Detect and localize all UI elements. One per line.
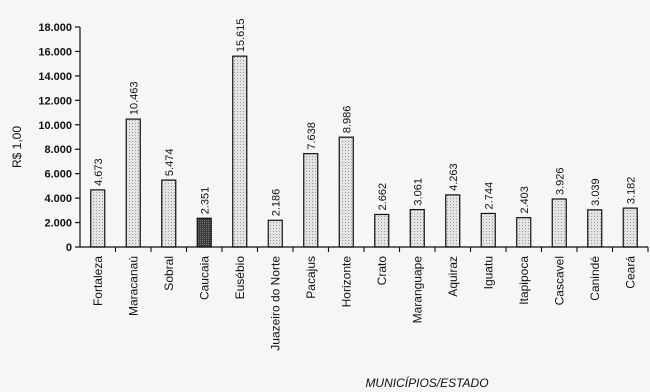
bar-crato (374, 213, 390, 248)
bar-pacajus (303, 153, 319, 248)
bar-value-label: 3.182 (625, 177, 637, 205)
bar-value-label: 5.474 (164, 149, 176, 177)
bar-value-label: 7.638 (306, 122, 318, 150)
bar-value-label: 3.926 (554, 167, 566, 195)
bar-fortaleza (90, 189, 106, 248)
category-label: Itapipoca (517, 256, 531, 305)
bar-value-label: 2.403 (519, 186, 531, 214)
category-label: Juazeiro do Norte (268, 256, 282, 351)
category-label: Caucaia (197, 256, 211, 300)
y-tick-label: 14.000 (38, 71, 72, 83)
bar-value-label: 8.986 (341, 106, 353, 134)
y-axis-ticks: 0 2.000 4.000 6.000 8.000 10.000 12.000 14.000 1… (38, 22, 80, 254)
category-label: Sobral (162, 256, 176, 291)
bar-canind- (587, 209, 603, 248)
bar-value-label: 4.263 (448, 163, 460, 191)
category-labels: Fortaleza Maracanaú Sobral Caucaia Eusébio Ju… (91, 256, 638, 351)
bar-value-label: 3.039 (590, 178, 602, 206)
bar-horizonte (338, 136, 354, 248)
bar-caucaia (196, 217, 212, 248)
category-label: Cascavel (552, 256, 566, 305)
y-tick-label: 0 (66, 242, 72, 254)
bar-cear- (622, 207, 638, 248)
bar-value-label: 2.662 (377, 183, 389, 211)
y-tick-label: 4.000 (44, 193, 72, 205)
y-tick-label: 16.000 (38, 46, 72, 58)
bar-value-label: 4.673 (93, 158, 105, 186)
y-tick-label: 18.000 (38, 22, 72, 34)
y-tick-label: 12.000 (38, 95, 72, 107)
bar-maracana- (125, 118, 141, 248)
category-label: Maracanaú (126, 256, 140, 316)
category-label: Eusébio (233, 256, 247, 300)
bar-value-label: 10.463 (128, 81, 140, 115)
bar-sobral (161, 179, 177, 248)
bar-maranguape (409, 208, 425, 248)
bar-value-label: 3.061 (412, 178, 424, 206)
y-tick-label: 8.000 (44, 144, 72, 156)
x-axis-title: MUNICÍPIOS/ESTADO (365, 375, 488, 390)
category-label: Maranguape (410, 256, 424, 324)
category-label: Canindé (588, 256, 602, 301)
y-tick-label: 2.000 (44, 218, 72, 230)
bar-itapipoca (516, 217, 532, 248)
y-tick-label: 10.000 (38, 120, 72, 132)
y-tick-label: 6.000 (44, 169, 72, 181)
value-labels: 4.673 10.463 5.474 2.351 15.615 2.186 7.638 8.9… (93, 18, 638, 216)
category-label: Iguatu (481, 256, 495, 289)
bar-value-label: 2.351 (199, 187, 211, 215)
category-label: Aquiraz (446, 256, 460, 297)
category-label: Horizonte (339, 256, 353, 308)
category-label: Fortaleza (91, 256, 105, 306)
bar-juazeiro-do-norte (267, 219, 283, 248)
category-label: Ceará (623, 256, 637, 289)
bar-value-label: 15.615 (235, 18, 247, 52)
bar-value-label: 2.186 (270, 189, 282, 217)
y-axis-title: R$ 1,00 (10, 126, 24, 168)
bar-eus-bio (232, 55, 248, 248)
category-label: Pacajus (304, 256, 318, 299)
category-label: Crato (375, 256, 389, 286)
bar-iguatu (480, 212, 496, 248)
bar-cascavel (551, 198, 567, 248)
bar-aquiraz (445, 194, 461, 248)
bar-value-label: 2.744 (483, 182, 495, 210)
